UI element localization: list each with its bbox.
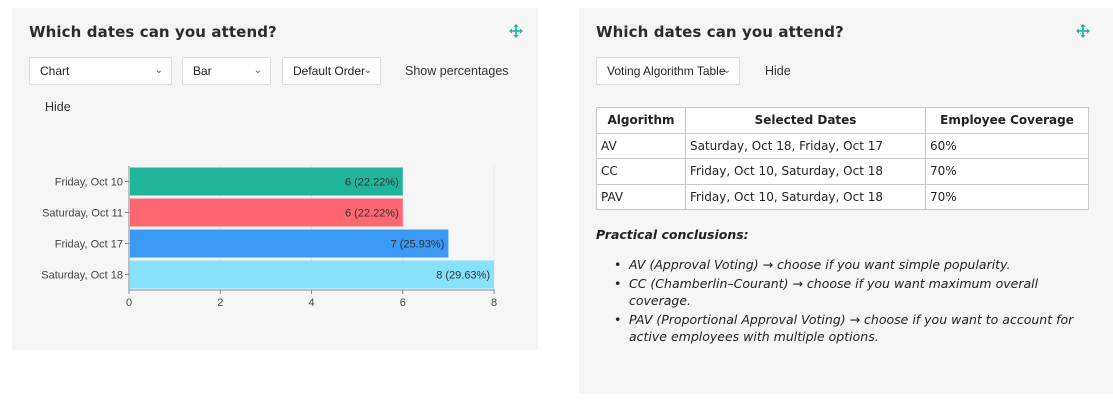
view-select[interactable]: Chart ⌄ bbox=[29, 57, 172, 85]
column-header-employee-coverage: Employee Coverage bbox=[925, 107, 1089, 134]
coverage-cell: 70% bbox=[925, 158, 1089, 185]
voting-table-panel: Which dates can you attend? Voting Algor… bbox=[579, 8, 1113, 394]
conclusion-text: AV (Approval Voting) → choose if you wan… bbox=[629, 257, 1011, 272]
x-tick-label: 6 bbox=[400, 297, 406, 309]
view-select-value: Voting Algorithm Table bbox=[607, 64, 726, 78]
x-tick-label: 0 bbox=[126, 297, 132, 309]
table-row: CC Friday, Oct 10, Saturday, Oct 18 70% bbox=[596, 158, 1089, 185]
chevron-down-icon: ⌄ bbox=[363, 65, 372, 76]
category-label: Friday, Oct 17 bbox=[55, 239, 123, 251]
table-header-row: Algorithm Selected Dates Employee Covera… bbox=[596, 107, 1089, 134]
algorithm-cell: CC bbox=[596, 158, 686, 185]
selected-dates-cell: Saturday, Oct 18, Friday, Oct 17 bbox=[685, 132, 926, 159]
order-select-value: Default Order bbox=[293, 64, 366, 78]
chevron-down-icon: ⌄ bbox=[154, 65, 163, 76]
panel-title: Which dates can you attend? bbox=[596, 23, 844, 41]
conclusion-text: CC (Chamberlin–Courant) → choose if you … bbox=[629, 275, 1039, 309]
conclusions-title: Practical conclusions: bbox=[596, 227, 749, 242]
selected-dates-cell: Friday, Oct 10, Saturday, Oct 18 bbox=[685, 158, 926, 185]
panel-title: Which dates can you attend? bbox=[29, 23, 277, 41]
data-label: 6 (22.22%) bbox=[345, 208, 399, 220]
x-tick-label: 8 bbox=[491, 297, 497, 309]
bar-chart: Friday, Oct 10 6 (22.22%) Saturday, Oct 11… bbox=[41, 166, 497, 309]
bullet-icon: • bbox=[614, 257, 622, 272]
view-select-value: Chart bbox=[40, 64, 70, 78]
hide-button[interactable]: Hide bbox=[45, 100, 71, 114]
table-row: AV Saturday, Oct 18, Friday, Oct 17 60% bbox=[596, 132, 1089, 159]
category-label: Friday, Oct 10 bbox=[55, 177, 123, 189]
show-percentages-toggle[interactable]: Show percentages bbox=[405, 64, 509, 78]
data-label: 8 (29.63%) bbox=[436, 270, 490, 282]
algorithm-cell: AV bbox=[596, 132, 686, 159]
column-header-algorithm: Algorithm bbox=[596, 107, 686, 134]
x-tick-label: 2 bbox=[217, 297, 223, 309]
chevron-down-icon: ⌄ bbox=[722, 65, 731, 76]
category-label: Saturday, Oct 18 bbox=[41, 270, 123, 282]
conclusions-list: • AV (Approval Voting) → choose if you w… bbox=[612, 256, 1082, 347]
coverage-cell: 60% bbox=[925, 132, 1089, 159]
bar bbox=[130, 198, 403, 227]
algorithm-cell: PAV bbox=[596, 183, 686, 210]
bullet-icon: • bbox=[614, 275, 622, 291]
bullet-icon: • bbox=[614, 311, 622, 327]
bar bbox=[130, 229, 449, 258]
coverage-cell: 70% bbox=[925, 183, 1089, 210]
column-header-selected-dates: Selected Dates bbox=[685, 107, 926, 134]
chevron-down-icon: ⌄ bbox=[253, 65, 262, 76]
list-item: • CC (Chamberlin–Courant) → choose if yo… bbox=[612, 275, 1082, 310]
data-label: 7 (25.93%) bbox=[391, 239, 445, 251]
voting-algorithm-table: Algorithm Selected Dates Employee Covera… bbox=[596, 107, 1089, 210]
order-select[interactable]: Default Order ⌄ bbox=[282, 57, 381, 85]
chart-type-value: Bar bbox=[193, 64, 212, 78]
chart-type-select[interactable]: Bar ⌄ bbox=[182, 57, 271, 85]
conclusion-text: PAV (Proportional Approval Voting) → cho… bbox=[629, 311, 1074, 345]
chart-panel: Which dates can you attend? Chart ⌄ Bar … bbox=[12, 8, 538, 350]
x-tick-label: 4 bbox=[308, 297, 314, 309]
list-item: • AV (Approval Voting) → choose if you w… bbox=[612, 256, 1082, 274]
move-arrows-icon[interactable] bbox=[509, 24, 523, 38]
data-label: 6 (22.22%) bbox=[345, 177, 399, 189]
category-label: Saturday, Oct 11 bbox=[42, 208, 123, 220]
list-item: • PAV (Proportional Approval Voting) → c… bbox=[612, 311, 1082, 346]
selected-dates-cell: Friday, Oct 10, Saturday, Oct 18 bbox=[685, 183, 926, 210]
view-select[interactable]: Voting Algorithm Table ⌄ bbox=[596, 57, 740, 85]
bar bbox=[130, 260, 494, 289]
hide-button[interactable]: Hide bbox=[765, 64, 791, 78]
table-row: PAV Friday, Oct 10, Saturday, Oct 18 70% bbox=[596, 183, 1089, 210]
move-arrows-icon[interactable] bbox=[1076, 24, 1090, 38]
bar bbox=[130, 167, 403, 196]
